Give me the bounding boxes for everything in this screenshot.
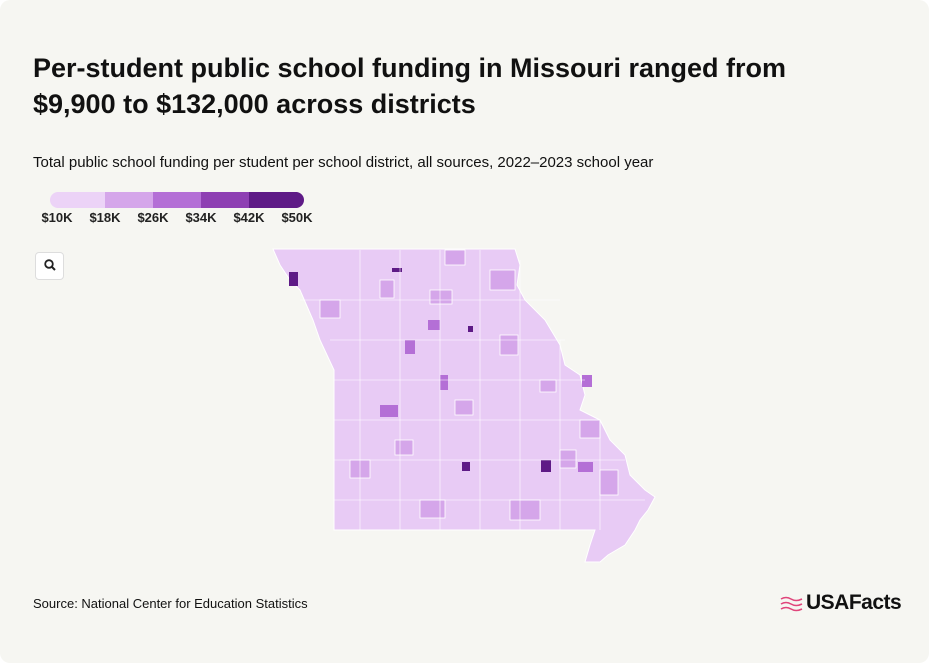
legend-cap [288, 192, 304, 208]
legend-swatch [201, 192, 250, 208]
subtitle: Total public school funding per student … [33, 154, 654, 171]
legend-cap [50, 192, 66, 208]
legend-label: $34K [185, 210, 217, 225]
source: Source: National Center for Education St… [33, 596, 308, 611]
logo: USAFacts [806, 591, 902, 614]
legend-label: $26K [137, 210, 169, 225]
legend-label: $18K [89, 210, 121, 225]
legend-label: $42K [233, 210, 265, 225]
legend-swatch [105, 192, 154, 208]
legend-swatch [57, 192, 106, 208]
districts [319, 249, 619, 521]
title: Per-student public school funding in Mis… [33, 50, 786, 122]
legend-label: $10K [41, 210, 73, 225]
title-line: $9,900 to $132,000 across districts [33, 89, 476, 119]
legend: $10K $18K $26K $34K $42K $50K [41, 192, 313, 225]
district-borders [300, 250, 645, 530]
search-icon [43, 258, 56, 271]
districts-high [289, 268, 551, 472]
districts-mid [380, 320, 593, 472]
legend-swatch [153, 192, 202, 208]
legend-swatch [249, 192, 297, 208]
title-line: Per-student public school funding in Mis… [33, 53, 787, 83]
search-button[interactable] [35, 252, 64, 280]
state-shape [272, 248, 656, 563]
logo-icon [780, 596, 803, 612]
legend-label: $50K [281, 210, 313, 225]
